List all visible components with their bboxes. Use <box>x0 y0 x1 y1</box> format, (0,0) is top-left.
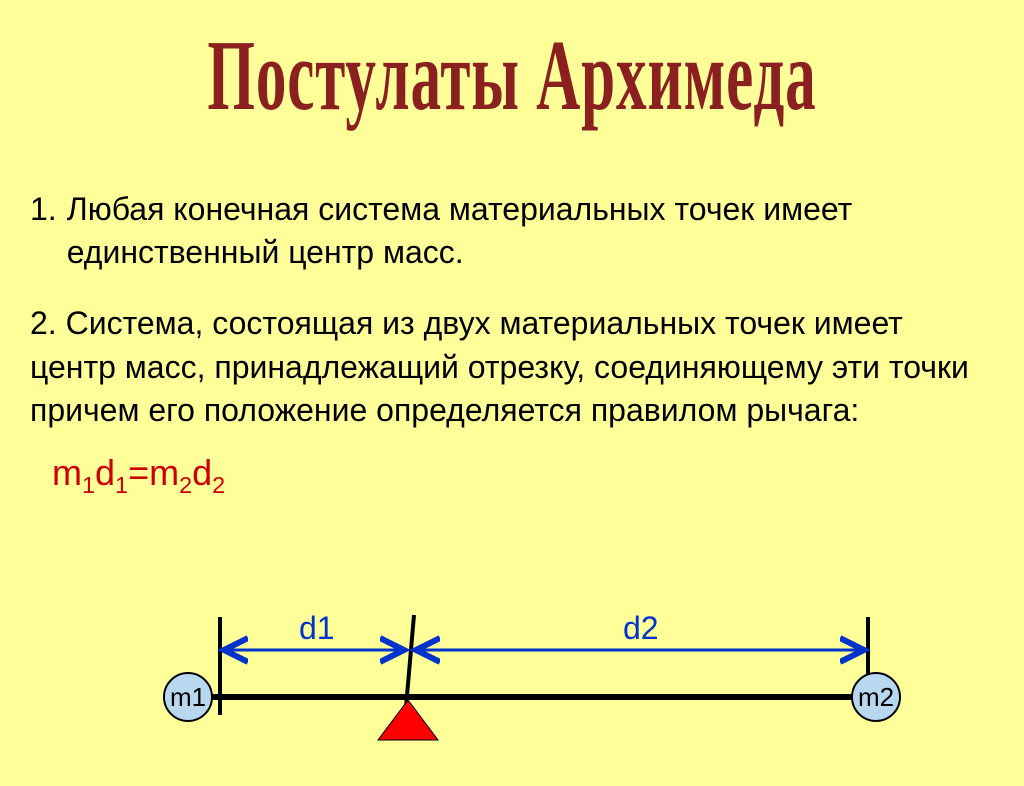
content-area: 1. Любая конечная система материальных т… <box>30 188 970 499</box>
title-text: Постулаты Архимеда <box>207 19 816 131</box>
postulate-2: 2. Система, состоящая из двух материальн… <box>30 302 970 432</box>
postulate-1-text: Любая конечная система материальных точе… <box>67 188 970 274</box>
lever-formula: m1d1=m2d2 <box>30 452 970 499</box>
postulate-2-text: 2. Система, состоящая из двух материальн… <box>30 305 969 427</box>
lever-diagram: d1 d2 m1 m2 <box>0 578 1024 778</box>
mass-m2: m2 <box>851 672 901 722</box>
m1-label: m1 <box>170 682 206 713</box>
page-title: Постулаты Архимеда <box>77 18 947 134</box>
postulate-1-number: 1. <box>30 188 67 274</box>
d1-label: d1 <box>299 610 335 647</box>
postulate-1: 1. Любая конечная система материальных т… <box>30 188 970 274</box>
mass-m1: m1 <box>163 672 213 722</box>
d2-label: d2 <box>623 610 659 647</box>
m2-label: m2 <box>858 682 894 713</box>
